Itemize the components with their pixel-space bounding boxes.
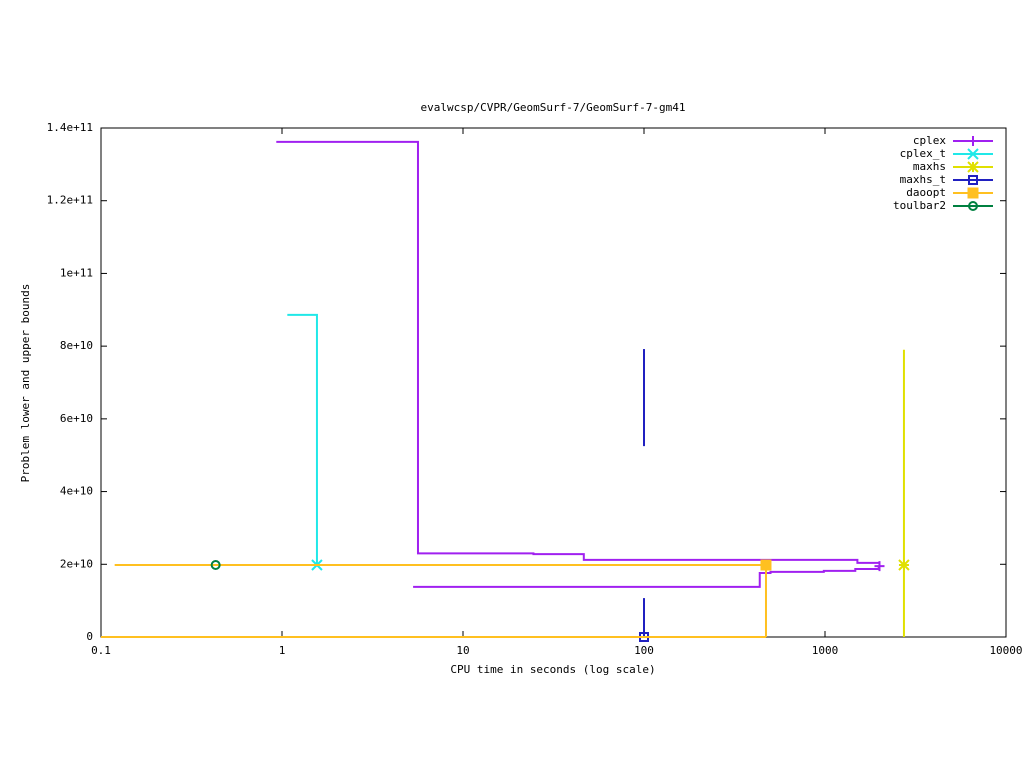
marker — [210, 560, 221, 571]
marker — [760, 559, 772, 571]
x-tick-label: 10000 — [989, 644, 1022, 657]
marker — [874, 561, 885, 572]
marker — [968, 201, 978, 211]
legend-label: maxhs — [913, 160, 946, 173]
y-axis-label: Problem lower and upper bounds — [19, 284, 32, 483]
x-tick-label: 100 — [634, 644, 654, 657]
x-axis-label: CPU time in seconds (log scale) — [450, 663, 655, 676]
marker — [968, 136, 978, 146]
y-tick-label: 4e+10 — [60, 485, 93, 498]
y-tick-label: 1.4e+11 — [47, 121, 93, 134]
marker — [967, 187, 979, 199]
y-tick-label: 1e+11 — [60, 266, 93, 279]
y-tick-label: 8e+10 — [60, 339, 93, 352]
series-line — [287, 313, 318, 566]
marker — [967, 148, 979, 160]
legend-label: cplex — [913, 134, 946, 147]
x-tick-label: 10 — [456, 644, 469, 657]
series-line — [276, 140, 881, 567]
series-line — [413, 566, 880, 588]
y-tick-label: 6e+10 — [60, 412, 93, 425]
legend-label: daoopt — [906, 186, 946, 199]
x-tick-label: 0.1 — [91, 644, 111, 657]
chart-title: evalwcsp/CVPR/GeomSurf-7/GeomSurf-7-gm41 — [421, 101, 686, 114]
y-tick-label: 1.2e+11 — [47, 194, 93, 207]
y-tick-label: 2e+10 — [60, 557, 93, 570]
marker — [898, 559, 910, 571]
x-tick-label: 1 — [279, 644, 286, 657]
legend-label: toulbar2 — [893, 199, 946, 212]
marker — [968, 175, 978, 185]
x-tick-label: 1000 — [812, 644, 839, 657]
marker — [967, 161, 979, 173]
legend-label: cplex_t — [900, 147, 946, 160]
legend-label: maxhs_t — [900, 173, 946, 186]
plot-border — [100, 127, 1007, 638]
y-tick-label: 0 — [86, 630, 93, 643]
